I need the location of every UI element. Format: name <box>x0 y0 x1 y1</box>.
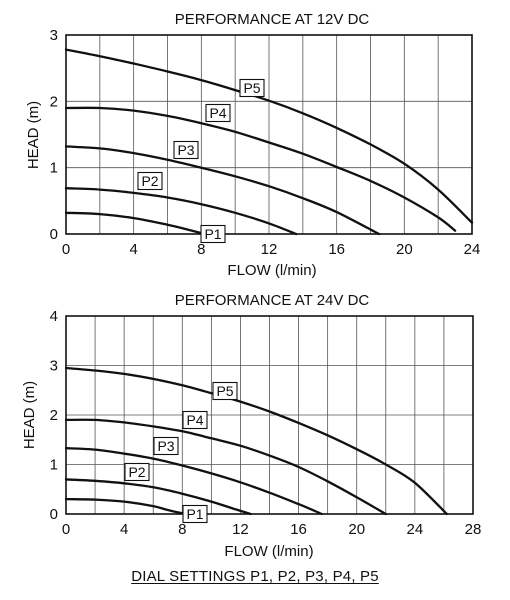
x-tick-label: 4 <box>120 521 128 538</box>
y-tick-label: 2 <box>50 93 58 110</box>
curve-p2 <box>64 478 252 516</box>
series-label-p2: P2 <box>124 462 150 482</box>
x-tick-label: 28 <box>465 521 482 538</box>
curves: P1 P2 P3 P4 P5 <box>64 366 448 524</box>
curve-p3 <box>64 145 381 236</box>
series-label-p1: P1 <box>182 504 208 524</box>
series-label-text: P5 <box>216 383 233 399</box>
curve-p4 <box>64 418 387 516</box>
x-axis-label: FLOW (l/min) <box>227 262 316 279</box>
x-tick-label: 24 <box>407 521 424 538</box>
x-tick-label: 0 <box>62 241 70 258</box>
series-label-box <box>212 381 238 401</box>
curve-p5 <box>64 366 448 516</box>
x-tick-label: 24 <box>464 241 481 258</box>
curves: P1 P2 P3 P4 P5 <box>64 48 474 244</box>
caption-text: DIAL SETTINGS P1, P2, P3, P4, P5 <box>131 568 379 585</box>
series-label-box <box>182 410 208 430</box>
grid <box>66 316 473 514</box>
y-tick-label: 0 <box>50 506 58 523</box>
y-tick-label: 2 <box>50 407 58 424</box>
series-label-text: P5 <box>243 80 260 96</box>
curve-p2 <box>64 187 298 236</box>
series-label-box <box>200 224 226 244</box>
series-label-text: P1 <box>186 506 203 522</box>
series-label-p3: P3 <box>173 140 199 160</box>
x-tick-label: 8 <box>197 241 205 258</box>
series-label-box <box>239 78 265 98</box>
series-label-box <box>153 436 179 456</box>
x-tick-label: 12 <box>261 241 278 258</box>
grid <box>66 35 472 234</box>
y-tick-label: 1 <box>50 457 58 474</box>
y-tick-label: 3 <box>50 358 58 375</box>
series-label-p3: P3 <box>153 436 179 456</box>
y-axis-label: HEAD (m) <box>25 101 42 169</box>
y-axis-label: HEAD (m) <box>21 381 38 449</box>
series-label-box <box>173 140 199 160</box>
y-tick-label: 0 <box>50 226 58 243</box>
x-tick-label: 20 <box>348 521 365 538</box>
series-label-text: P1 <box>204 226 221 242</box>
y-tick-label: 1 <box>50 160 58 177</box>
series-label-text: P3 <box>157 438 174 454</box>
x-tick-label: 0 <box>62 521 70 538</box>
series-label-box <box>182 504 208 524</box>
x-tick-label: 8 <box>178 521 186 538</box>
x-tick-label: 20 <box>396 241 413 258</box>
curve-p3 <box>64 447 323 516</box>
y-tick-label: 4 <box>50 308 58 325</box>
series-label-p4: P4 <box>182 410 208 430</box>
series-label-box <box>137 171 163 191</box>
x-tick-label: 16 <box>328 241 345 258</box>
series-label-text: P3 <box>177 142 194 158</box>
series-label-p4: P4 <box>205 103 231 123</box>
x-tick-label: 4 <box>129 241 137 258</box>
series-label-box <box>124 462 150 482</box>
series-label-p5: P5 <box>212 381 238 401</box>
x-tick-label: 16 <box>290 521 307 538</box>
x-tick-label: 12 <box>232 521 249 538</box>
chart-title: PERFORMANCE AT 24V DC <box>175 292 370 309</box>
curve-p1 <box>64 497 187 516</box>
x-axis-label: FLOW (l/min) <box>224 543 313 560</box>
series-label-p2: P2 <box>137 171 163 191</box>
series-label-text: P2 <box>141 173 158 189</box>
curve-p4 <box>64 106 457 232</box>
curve-p1 <box>64 211 206 236</box>
series-label-text: P2 <box>128 464 145 480</box>
series-label-box <box>205 103 231 123</box>
series-label-p5: P5 <box>239 78 265 98</box>
series-label-text: P4 <box>186 412 203 428</box>
y-tick-label: 3 <box>50 27 58 44</box>
plot-frame <box>65 34 473 235</box>
dial-settings-caption: DIAL SETTINGS P1, P2, P3, P4, P5 <box>0 568 510 585</box>
series-label-p1: P1 <box>200 224 226 244</box>
series-label-text: P4 <box>209 105 226 121</box>
chart-title: PERFORMANCE AT 12V DC <box>175 11 370 28</box>
plot-frame <box>65 315 474 515</box>
curve-p5 <box>64 48 474 224</box>
